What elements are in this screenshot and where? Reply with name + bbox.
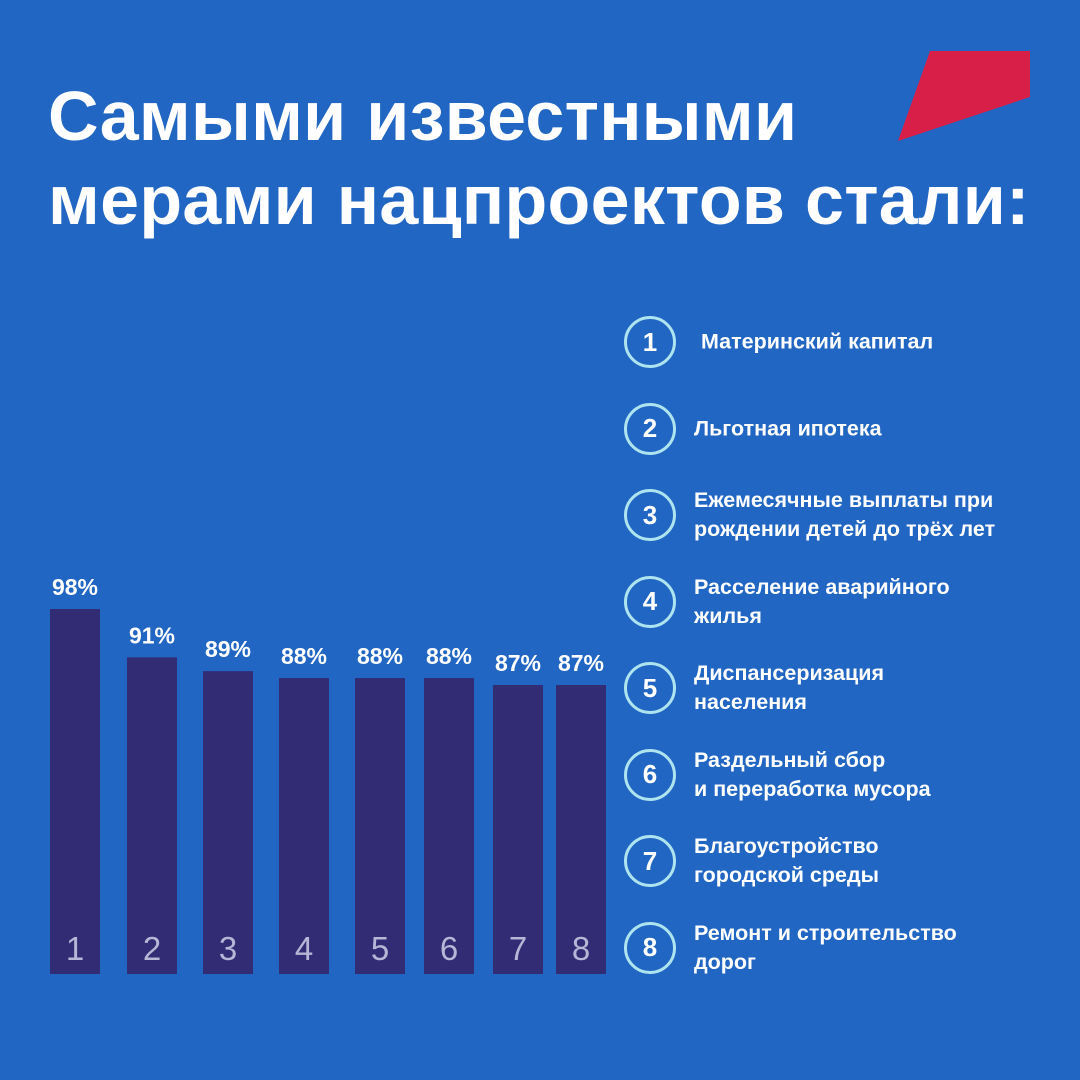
bar-category-label: 6 <box>440 930 458 967</box>
bar-1 <box>50 609 100 974</box>
legend-number-badge: 6 <box>624 748 676 801</box>
bar-value-label: 91% <box>129 622 175 648</box>
legend-label: Диспансеризация населения <box>694 661 885 714</box>
legend-number-badge: 5 <box>624 662 676 714</box>
bar-category-label: 8 <box>572 930 590 967</box>
bar-category-label: 7 <box>509 930 527 967</box>
page-title: Самыми известными мерами нацпроектов ста… <box>48 74 1030 242</box>
legend-label: Материнский капитал <box>701 329 934 354</box>
bar-3 <box>203 671 253 974</box>
legend-number-badge: 2 <box>624 402 676 455</box>
legend-number-badge: 4 <box>624 575 676 628</box>
bar-category-label: 4 <box>295 930 313 967</box>
legend-label: Расселение аварийного жилья <box>694 574 950 628</box>
bar-2 <box>127 657 177 974</box>
bar-value-label: 88% <box>426 643 472 669</box>
bar-5 <box>355 678 405 974</box>
legend-number-badge: 7 <box>624 835 676 887</box>
bar-value-label: 89% <box>205 636 251 662</box>
logo-shape-icon <box>898 51 1030 141</box>
legend-label: Ремонт и строительство дорог <box>694 920 957 974</box>
bar-category-label: 2 <box>143 930 161 967</box>
bar-category-label: 5 <box>371 930 389 967</box>
title-line-2: мерами нацпроектов стали: <box>48 161 1030 239</box>
bar-value-label: 87% <box>558 650 604 676</box>
bar-value-label: 98% <box>52 574 98 600</box>
bar-4 <box>279 678 329 974</box>
bar-value-label: 88% <box>281 643 327 669</box>
bar-category-label: 1 <box>66 930 84 967</box>
bar-value-label: 87% <box>495 650 541 676</box>
bar-8 <box>556 685 606 974</box>
legend-label: Благоустройство городской среды <box>694 834 879 887</box>
bar-7 <box>493 685 543 974</box>
legend-label: Раздельный сбор и переработка мусора <box>694 747 931 801</box>
legend-number-badge: 3 <box>624 489 676 541</box>
bar-chart: 98% 1 91% 2 89% 3 88% 4 88% 5 88% 6 87% 7 87% 8 <box>50 574 606 974</box>
bar-category-label: 3 <box>219 930 237 967</box>
legend-number-badge: 8 <box>624 921 676 974</box>
bar-value-label: 88% <box>357 643 403 669</box>
legend-label: Льготная ипотека <box>694 416 882 440</box>
legend-label: Ежемесячные выплаты при рождении детей д… <box>694 488 996 541</box>
bar-6 <box>424 678 474 974</box>
legend-number-badge: 1 <box>624 316 676 368</box>
title-line-1: Самыми известными <box>48 77 798 155</box>
